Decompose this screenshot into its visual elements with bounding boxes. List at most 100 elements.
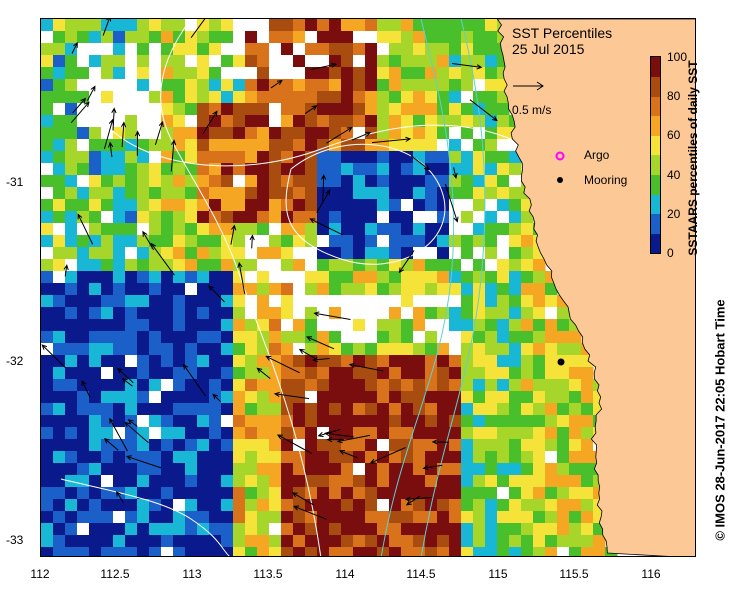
sst-cell: [125, 175, 138, 188]
sst-cell: [485, 67, 498, 80]
sst-cell: [185, 79, 198, 92]
sst-cell: [449, 271, 462, 284]
sst-cell: [233, 187, 246, 200]
sst-cell: [293, 475, 306, 488]
current-vector: [102, 19, 112, 36]
sst-cell: [185, 331, 198, 344]
sst-cell: [473, 391, 486, 404]
sst-cell: [389, 283, 402, 296]
sst-cell: [317, 523, 330, 536]
sst-cell: [161, 283, 174, 296]
sst-cell: [125, 103, 138, 116]
sst-cell: [41, 451, 54, 464]
sst-cell: [77, 523, 90, 536]
sst-cell: [317, 307, 330, 320]
current-vector: [324, 431, 354, 438]
sst-cell: [89, 211, 102, 224]
sst-cell: [233, 463, 246, 476]
sst-cell: [461, 547, 474, 556]
sst-cell: [257, 31, 270, 44]
sst-cell: [53, 211, 66, 224]
sst-cell: [89, 247, 102, 260]
sst-cell: [65, 331, 78, 344]
sst-cell: [485, 547, 498, 556]
sst-cell: [377, 379, 390, 392]
sst-cell: [389, 19, 402, 32]
sst-cell: [413, 355, 426, 368]
sst-cell: [53, 223, 66, 236]
sst-cell: [341, 487, 354, 500]
sst-cell: [341, 463, 354, 476]
sst-cell: [185, 199, 198, 212]
sst-cell: [509, 343, 522, 356]
sst-cell: [281, 247, 294, 260]
sst-cell: [281, 535, 294, 548]
sst-cell: [209, 391, 222, 404]
sst-cell: [101, 211, 114, 224]
sst-cell: [485, 475, 498, 488]
sst-cell: [209, 271, 222, 284]
sst-cell: [401, 307, 414, 320]
sst-cell: [113, 391, 126, 404]
sst-cell: [221, 163, 234, 176]
sst-cell: [125, 43, 138, 56]
sst-cell: [269, 55, 282, 68]
sst-cell: [257, 331, 270, 344]
sst-cell: [89, 31, 102, 44]
sst-cell: [293, 547, 306, 556]
sst-cell: [173, 415, 186, 428]
sst-cell: [365, 211, 378, 224]
sst-cell: [149, 19, 162, 32]
sst-cell: [173, 163, 186, 176]
sst-cell: [449, 295, 462, 308]
sst-cell: [449, 451, 462, 464]
sst-cell: [137, 187, 150, 200]
sst-cell: [257, 151, 270, 164]
sst-cell: [89, 343, 102, 356]
sst-cell: [41, 283, 54, 296]
sst-cell: [281, 343, 294, 356]
sst-cell: [329, 295, 342, 308]
sst-cell: [545, 331, 558, 344]
sst-cell: [101, 115, 114, 128]
sst-cell: [113, 79, 126, 92]
sst-cell: [557, 367, 570, 380]
sst-cell: [293, 235, 306, 248]
sst-cell: [329, 211, 342, 224]
sst-cell: [161, 367, 174, 380]
sst-cell: [245, 103, 258, 116]
sst-cell: [317, 127, 330, 140]
sst-cell: [89, 175, 102, 188]
sst-cell: [389, 103, 402, 116]
current-vector: [270, 79, 283, 89]
sst-cell: [521, 355, 534, 368]
sst-cell: [101, 451, 114, 464]
current-vector: [422, 464, 443, 471]
y-tick-label: -31: [6, 175, 24, 189]
sst-cell: [557, 391, 570, 404]
sst-cell: [401, 475, 414, 488]
sst-cell: [557, 379, 570, 392]
sst-cell: [425, 199, 438, 212]
sst-cell: [245, 499, 258, 512]
sst-cell: [545, 427, 558, 440]
sst-cell: [473, 547, 486, 556]
sst-cell: [365, 79, 378, 92]
sst-cell: [65, 55, 78, 68]
sst-cell: [341, 19, 354, 32]
sst-cell: [377, 223, 390, 236]
sst-cell: [485, 415, 498, 428]
sst-cell: [161, 211, 174, 224]
sst-cell: [413, 403, 426, 416]
sst-cell: [197, 511, 210, 524]
sst-cell: [557, 499, 570, 512]
sst-cell: [341, 295, 354, 308]
sst-cell: [425, 523, 438, 536]
sst-cell: [173, 223, 186, 236]
sst-cell: [101, 283, 114, 296]
sst-cell: [317, 355, 330, 368]
sst-cell: [161, 271, 174, 284]
sst-cell: [221, 391, 234, 404]
sst-cell: [485, 31, 498, 44]
sst-cell: [401, 175, 414, 188]
